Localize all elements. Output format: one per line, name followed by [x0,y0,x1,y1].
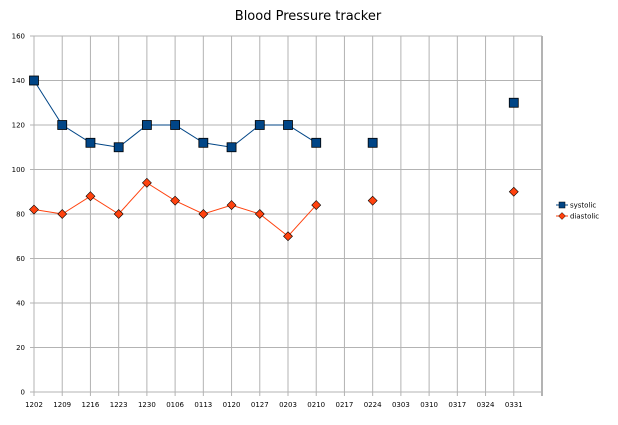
series-diastolic [29,177,519,242]
systolic-marker [198,137,209,148]
diastolic-marker [226,200,237,211]
x-tick-label: 0310 [420,401,438,409]
diastolic-marker [170,195,181,206]
systolic-marker [367,137,378,148]
legend-marker-diastolic [558,212,566,220]
y-tick-label: 160 [12,33,25,41]
systolic-marker [57,120,68,130]
legend: systolic diastolic [556,202,599,221]
x-axis-ticks: 1202 1209 1216 1223 1230 0106 0113 0120 0127 0203… [25,401,523,409]
legend-marker-systolic [558,201,566,209]
x-tick-label: 0106 [166,401,184,409]
diastolic-marker [311,200,322,211]
x-tick-label: 1209 [53,401,71,409]
chart-title: Blood Pressure tracker [235,9,382,24]
y-tick-label: 40 [16,300,25,308]
y-axis-ticks: 0 20 40 60 80 100 120 140 160 [12,33,25,397]
y-tick-label: 140 [12,77,25,85]
legend-label-diastolic: diastolic [570,213,599,221]
diastolic-marker [57,209,68,219]
x-tick-label: 0203 [279,401,297,409]
x-tick-label: 0331 [505,401,523,409]
x-tick-label: 0324 [477,401,495,409]
y-tick-label: 80 [16,211,25,219]
systolic-marker [85,137,96,148]
y-tick-label: 20 [16,344,25,352]
diastolic-marker [29,204,39,215]
systolic-marker [113,142,124,153]
x-tick-label: 0120 [223,401,241,409]
x-tick-label: 0127 [251,401,269,409]
x-tick-label: 1202 [25,401,43,409]
grid [30,35,543,396]
systolic-marker [311,137,322,148]
diastolic-marker [113,209,124,219]
x-tick-label: 0317 [448,401,466,409]
systolic-marker [170,120,181,130]
diastolic-marker [367,195,378,206]
diastolic-marker [141,177,152,188]
x-tick-label: 0113 [194,401,212,409]
x-tick-label: 0217 [336,401,354,409]
y-tick-label: 100 [12,166,25,174]
systolic-marker [226,142,237,153]
systolic-marker [141,120,152,130]
systolic-marker [254,120,265,130]
diastolic-marker [283,231,293,242]
diastolic-marker [198,209,209,219]
diastolic-marker [85,191,96,202]
y-tick-label: 0 [21,389,25,397]
systolic-marker [283,120,293,130]
x-tick-label: 1230 [138,401,156,409]
series-systolic [29,75,519,153]
x-tick-label: 1216 [82,401,100,409]
x-tick-label: 0210 [307,401,325,409]
diastolic-marker [254,209,265,219]
legend-label-systolic: systolic [570,202,596,210]
x-tick-label: 1223 [110,401,128,409]
x-tick-label: 0303 [392,401,410,409]
y-tick-label: 60 [16,255,25,263]
diastolic-marker [508,186,519,197]
systolic-marker [29,75,39,86]
systolic-marker [508,97,519,108]
series-layer [29,75,519,242]
x-tick-label: 0224 [364,401,382,409]
y-tick-label: 120 [12,122,25,130]
